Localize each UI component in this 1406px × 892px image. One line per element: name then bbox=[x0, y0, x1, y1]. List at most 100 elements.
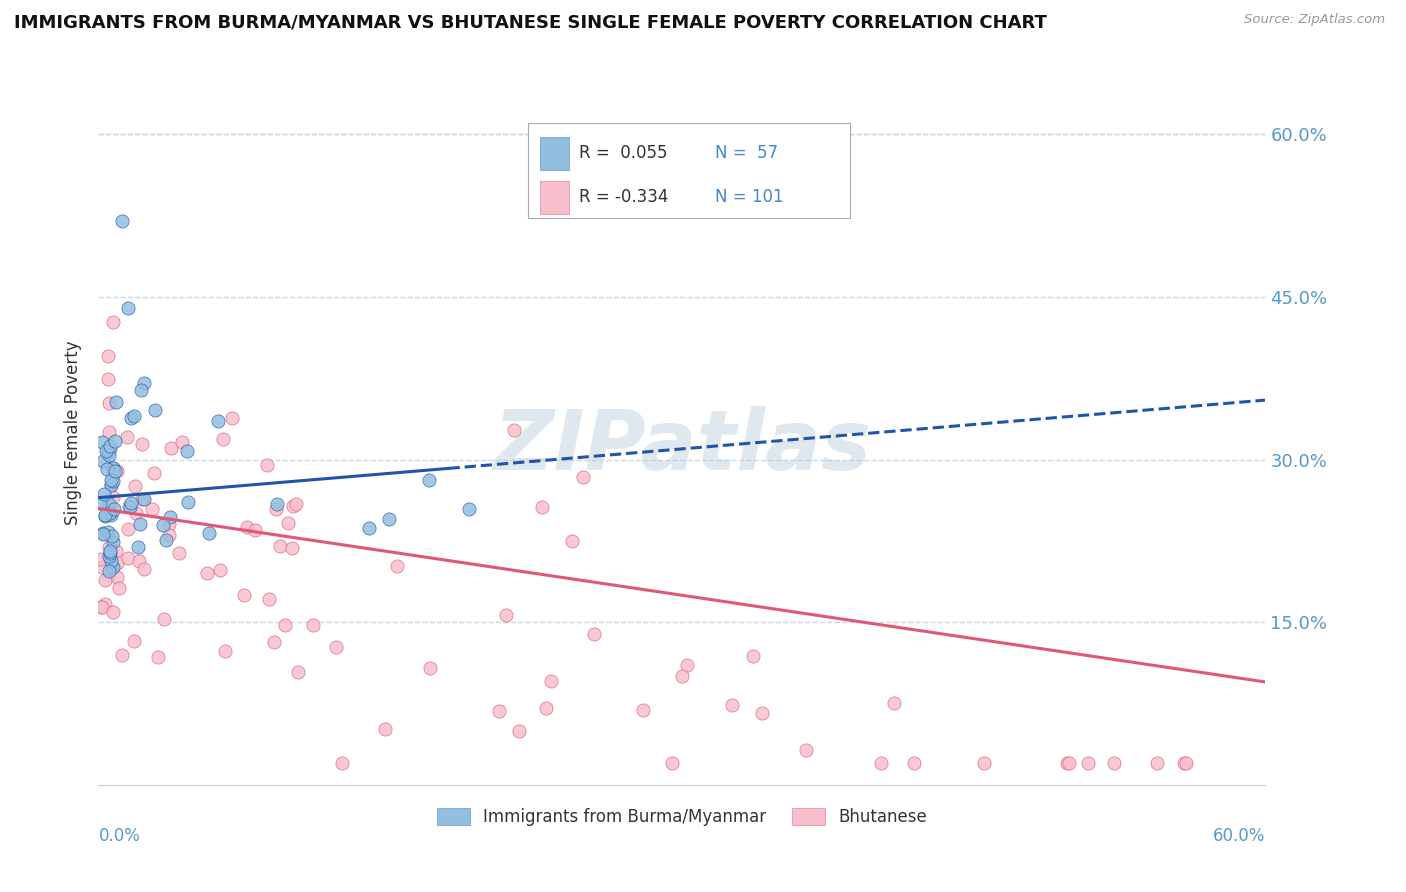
Point bbox=[104, 464, 127, 478]
Point bbox=[153, 611, 176, 625]
Point bbox=[973, 756, 995, 771]
Point bbox=[104, 394, 127, 409]
Point bbox=[159, 509, 181, 524]
Point bbox=[488, 704, 510, 718]
Point bbox=[91, 525, 114, 540]
Point bbox=[1173, 756, 1195, 771]
Point bbox=[160, 441, 183, 455]
Point bbox=[145, 403, 167, 417]
Point bbox=[100, 508, 122, 522]
Point bbox=[141, 501, 163, 516]
Point bbox=[1077, 756, 1099, 771]
Point bbox=[263, 635, 285, 649]
Point bbox=[177, 495, 200, 509]
Point bbox=[540, 673, 562, 688]
Point bbox=[1102, 756, 1125, 771]
Point bbox=[266, 496, 288, 510]
Point bbox=[101, 315, 124, 329]
Legend: Immigrants from Burma/Myanmar, Bhutanese: Immigrants from Burma/Myanmar, Bhutanese bbox=[430, 802, 934, 833]
Point bbox=[167, 546, 190, 560]
Point bbox=[195, 566, 218, 581]
Point bbox=[120, 411, 142, 425]
Point bbox=[127, 540, 149, 554]
Point bbox=[155, 533, 177, 547]
Point bbox=[176, 444, 198, 458]
Point bbox=[1146, 756, 1168, 771]
Point bbox=[125, 507, 148, 521]
Point bbox=[134, 562, 156, 576]
Point bbox=[530, 500, 553, 515]
Point bbox=[97, 551, 120, 566]
Point bbox=[741, 648, 763, 663]
Y-axis label: Single Female Poverty: Single Female Poverty bbox=[65, 341, 83, 524]
Point bbox=[883, 697, 905, 711]
Point bbox=[117, 301, 139, 315]
Point bbox=[720, 698, 742, 712]
Point bbox=[120, 495, 142, 509]
Point bbox=[105, 544, 128, 558]
Point bbox=[120, 500, 142, 514]
Point bbox=[131, 492, 153, 507]
Point bbox=[98, 506, 121, 520]
Point bbox=[98, 549, 121, 563]
Point bbox=[495, 608, 517, 623]
Point bbox=[1059, 756, 1081, 771]
Point bbox=[256, 458, 278, 472]
Point bbox=[172, 435, 194, 450]
Point bbox=[97, 372, 120, 386]
Point bbox=[94, 598, 117, 612]
Point bbox=[93, 508, 115, 523]
Point bbox=[198, 526, 221, 541]
Point bbox=[284, 497, 307, 511]
Point bbox=[129, 516, 152, 531]
Point bbox=[111, 648, 134, 663]
Text: 0.0%: 0.0% bbox=[98, 827, 141, 846]
Point bbox=[232, 588, 254, 602]
Point bbox=[117, 550, 139, 565]
Point bbox=[281, 500, 304, 514]
Point bbox=[152, 517, 174, 532]
Point bbox=[98, 564, 121, 578]
Point bbox=[675, 657, 697, 672]
Point bbox=[91, 599, 114, 614]
Point bbox=[101, 490, 124, 504]
Point bbox=[97, 425, 120, 440]
Point bbox=[91, 454, 114, 468]
Point bbox=[132, 376, 155, 390]
Point bbox=[325, 640, 347, 654]
Point bbox=[129, 384, 152, 398]
Point bbox=[100, 478, 122, 492]
Point bbox=[132, 492, 155, 507]
Point bbox=[90, 599, 112, 614]
Point bbox=[287, 665, 309, 679]
Point bbox=[96, 462, 118, 476]
Point bbox=[208, 563, 231, 577]
Point bbox=[105, 570, 128, 584]
Point bbox=[104, 434, 127, 449]
Point bbox=[207, 414, 229, 428]
Point bbox=[277, 516, 299, 530]
Point bbox=[97, 524, 120, 539]
Point bbox=[243, 523, 266, 537]
Point bbox=[103, 475, 125, 489]
Point bbox=[751, 706, 773, 720]
Point bbox=[93, 486, 115, 500]
Point bbox=[98, 540, 121, 554]
Text: IMMIGRANTS FROM BURMA/MYANMAR VS BHUTANESE SINGLE FEMALE POVERTY CORRELATION CHA: IMMIGRANTS FROM BURMA/MYANMAR VS BHUTANE… bbox=[14, 13, 1047, 31]
Point bbox=[870, 756, 893, 771]
Point bbox=[274, 617, 297, 632]
Point bbox=[97, 568, 120, 582]
Point bbox=[269, 539, 291, 553]
Point bbox=[122, 409, 145, 423]
Text: 60.0%: 60.0% bbox=[1213, 827, 1265, 846]
Point bbox=[264, 501, 287, 516]
Point bbox=[148, 649, 170, 664]
Point bbox=[100, 478, 122, 492]
Point bbox=[90, 552, 112, 566]
Point bbox=[302, 618, 325, 632]
Point bbox=[101, 561, 124, 575]
Point bbox=[90, 559, 112, 574]
Point bbox=[105, 464, 128, 478]
Point bbox=[377, 511, 399, 525]
Point bbox=[1056, 756, 1078, 771]
